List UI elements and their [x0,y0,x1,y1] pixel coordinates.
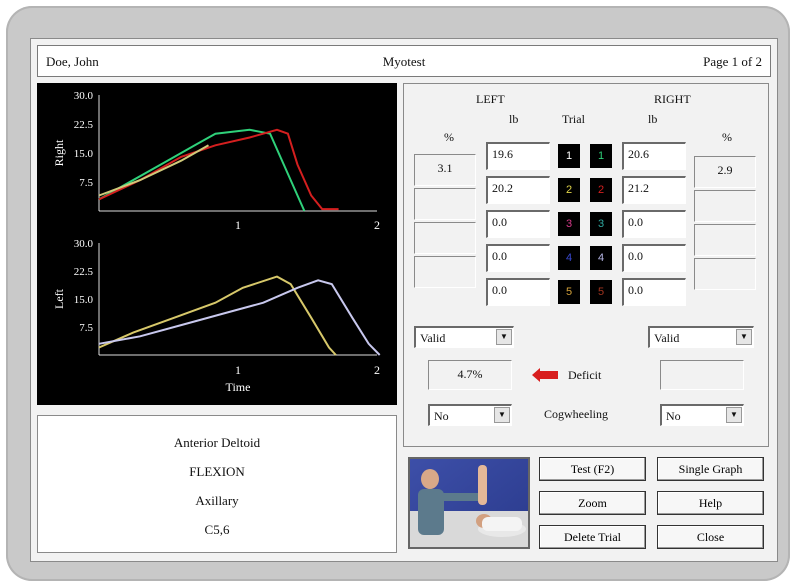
left-lb-trial-5[interactable]: 0.0 [486,278,550,306]
test-button[interactable]: Test (F2) [539,457,646,481]
left-lb-header: lb [509,112,519,126]
right-pct-1: 2.9 [694,156,756,188]
right-plot-xtick-1: 1 [235,218,241,232]
left-trial-5-button[interactable]: 5 [558,280,580,304]
right-curve-3 [98,144,209,197]
left-lb-trial-2[interactable]: 20.2 [486,176,550,204]
zoom-button[interactable]: Zoom [539,491,646,515]
muscle-name: Anterior Deltoid [173,435,261,450]
right-cogwheeling-value: No [666,409,681,423]
right-cogwheeling-select[interactable]: No ▼ [660,404,744,426]
force-graph-panel[interactable]: Right 30.0 22.5 15.0 7.5 1 2 Left 30.0 2… [37,83,397,405]
left-lb-trial-4[interactable]: 0.0 [486,244,550,272]
right-lb-header: lb [648,112,658,126]
myotest-window: Doe, John Myotest Page 1 of 2 Right 30.0… [30,38,778,562]
right-plot-ytick-30: 30.0 [74,90,94,102]
left-pct-2 [414,188,476,220]
right-trial-5-button[interactable]: 5 [590,280,612,304]
single-graph-button[interactable]: Single Graph [657,457,764,481]
motion-name: FLEXION [189,464,245,479]
delete-trial-button[interactable]: Delete Trial [539,525,646,549]
right-validity-value: Valid [654,331,680,345]
right-lb-trial-3[interactable]: 0.0 [622,210,686,238]
trial-header: Trial [562,112,585,126]
right-lb-trial-1[interactable]: 20.6 [622,142,686,170]
left-plot-ytick-30: 30.0 [74,238,94,250]
right-trial-3-button[interactable]: 3 [590,212,612,236]
force-curves-svg: Right 30.0 22.5 15.0 7.5 1 2 Left 30.0 2… [52,90,381,394]
exercise-photo [408,457,530,549]
left-validity-value: Valid [420,331,446,345]
curve-group [98,128,381,356]
nerve-root: C5,6 [204,522,230,537]
left-cogwheeling-select[interactable]: No ▼ [428,404,512,426]
deficit-value: 4.7% [428,360,512,390]
chevron-down-icon[interactable]: ▼ [726,407,742,423]
left-side-label: LEFT [476,92,505,106]
right-trial-2-button[interactable]: 2 [590,178,612,202]
right-plot-ylabel: Right [52,139,66,166]
left-pct-3 [414,222,476,254]
left-trial-1-button[interactable]: 1 [558,144,580,168]
nerve-name: Axillary [195,493,239,508]
left-plot-xtick-1: 1 [235,363,241,377]
right-pct-4 [694,258,756,290]
left-pct-4 [414,256,476,288]
left-curve-1 [98,275,337,356]
right-curve-1 [98,128,306,212]
chevron-down-icon[interactable]: ▼ [736,329,752,345]
left-plot-xlabel: Time [226,380,251,394]
results-panel: LEFT RIGHT lb Trial lb % % 3.1 2.9 19.6 … [403,83,769,447]
right-plot-ytick-22: 22.5 [74,119,94,131]
page-indicator: Page 1 of 2 [703,54,762,69]
right-lb-trial-4[interactable]: 0.0 [622,244,686,272]
left-curve-2 [98,279,381,356]
left-plot-ytick-15: 15.0 [74,294,94,306]
left-pct-1: 3.1 [414,154,476,186]
right-pct-header: % [722,130,732,144]
chevron-down-icon[interactable]: ▼ [496,329,512,345]
close-button[interactable]: Close [657,525,764,549]
help-button[interactable]: Help [657,491,764,515]
left-trial-4-button[interactable]: 4 [558,246,580,270]
left-trial-2-button[interactable]: 2 [558,178,580,202]
left-plot-xtick-2: 2 [374,363,380,377]
right-validity-select[interactable]: Valid ▼ [648,326,754,348]
left-lb-trial-3[interactable]: 0.0 [486,210,550,238]
deficit-right-value [660,360,744,390]
left-plot-ytick-22: 22.5 [74,266,94,278]
left-pct-header: % [444,130,454,144]
right-trial-4-button[interactable]: 4 [590,246,612,270]
right-curve-2 [98,128,339,211]
chevron-down-icon[interactable]: ▼ [494,407,510,423]
left-plot-ytick-7: 7.5 [79,322,93,334]
right-trial-1-button[interactable]: 1 [590,144,612,168]
left-trial-3-button[interactable]: 3 [558,212,580,236]
muscle-info-panel: Anterior Deltoid FLEXION Axillary C5,6 [37,415,397,553]
left-plot-ylabel: Left [52,288,66,309]
right-lb-trial-5[interactable]: 0.0 [622,278,686,306]
right-plot-ytick-7: 7.5 [79,177,93,189]
left-validity-select[interactable]: Valid ▼ [414,326,514,348]
right-lb-trial-2[interactable]: 21.2 [622,176,686,204]
deficit-label: Deficit [568,368,602,382]
left-cogwheeling-value: No [434,409,449,423]
patient-name: Doe, John [46,54,99,69]
red-left-arrow-icon [532,368,558,382]
right-plot-ytick-15: 15.0 [74,148,94,160]
test-title: Myotest [382,54,426,69]
header-bar: Doe, John Myotest Page 1 of 2 [37,45,771,77]
left-lb-trial-1[interactable]: 19.6 [486,142,550,170]
right-pct-2 [694,190,756,222]
right-side-label: RIGHT [654,92,691,106]
cogwheeling-label: Cogwheeling [544,407,608,421]
right-plot-xtick-2: 2 [374,218,380,232]
right-pct-3 [694,224,756,256]
